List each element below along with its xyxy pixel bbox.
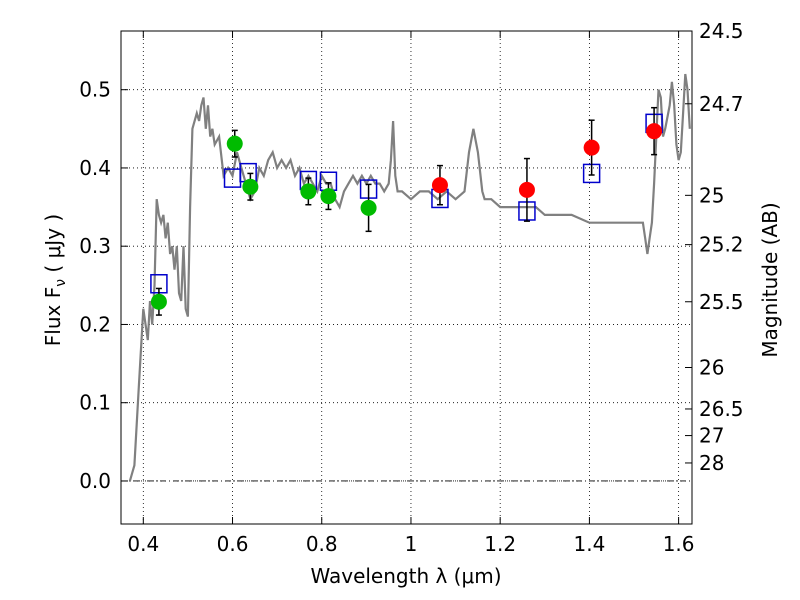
y-tick-label: 0.4 [79,156,111,180]
model-spectrum-line [128,73,691,482]
y-tick-label: 0.1 [79,391,111,415]
optical-points-layer [150,129,377,316]
x-tick-label: 0.6 [217,532,249,556]
right-tick-label: 27 [699,424,724,448]
right-tick-label: 26.5 [699,397,744,421]
y-axis-title-unit: ( μJy ) [41,214,65,279]
right-axis-ticks: 24.5 24.7 25 25.2 25.5 26 26.5 27 28 [685,19,744,475]
y-axis-title: Flux Fν ( μJy ) [41,214,69,346]
y-axis-title-main: Flux F [41,287,65,346]
x-tick-label: 1.4 [573,532,605,556]
right-axis-title: Magnitude (AB) [758,202,782,357]
optical-point [300,183,317,200]
optical-point [150,293,167,310]
infrared-points-layer [431,106,663,222]
infrared-point [518,181,535,198]
right-tick-label: 28 [699,451,724,475]
right-tick-label: 25.2 [699,233,744,257]
optical-point [226,135,243,152]
right-tick-label: 24.5 [699,19,744,43]
y-tick-label: 0.5 [79,78,111,102]
infrared-point [431,177,448,194]
y-axis-title-subscript: ν [53,279,69,287]
y-tick-label: 0.0 [79,469,111,493]
x-axis-ticks: 0.4 0.6 0.8 1 1.2 1.4 1.6 [127,31,695,556]
optical-point [320,188,337,205]
right-tick-label: 25.5 [699,290,744,314]
grid-layer [121,31,692,524]
right-tick-label: 24.7 [699,92,744,116]
optical-point [242,178,259,195]
y-tick-label: 0.3 [79,234,111,258]
x-tick-label: 1.6 [663,532,695,556]
optical-point [360,199,377,216]
right-tick-label: 26 [699,355,724,379]
y-axis-ticks: 0.0 0.1 0.2 0.3 0.4 0.5 [79,78,128,493]
right-tick-label: 25 [699,183,724,207]
x-tick-label: 0.8 [306,532,338,556]
model-spectrum-layer [128,73,691,482]
x-tick-label: 1.2 [484,532,516,556]
x-tick-label: 0.4 [127,532,159,556]
y-tick-label: 0.2 [79,312,111,336]
infrared-point [646,123,663,140]
x-tick-label: 1 [405,532,418,556]
infrared-point [583,139,600,156]
plot-frame [120,30,693,525]
x-axis-title: Wavelength λ (μm) [310,564,501,588]
